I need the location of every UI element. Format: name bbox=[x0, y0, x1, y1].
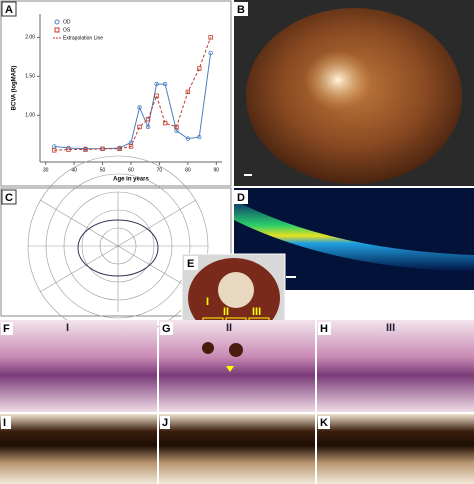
section-label: III bbox=[386, 322, 395, 334]
x-tick-label: 90 bbox=[214, 167, 220, 173]
label-box bbox=[318, 416, 330, 429]
label-box bbox=[318, 322, 331, 335]
point bbox=[100, 146, 105, 151]
chart: 30 40 50 60 70 80 90 1.00 1.50 2.00 Age in years BC… bbox=[12, 14, 222, 183]
point bbox=[66, 147, 71, 152]
arrowhead bbox=[226, 366, 234, 372]
label-box bbox=[184, 256, 198, 270]
section-label: II bbox=[226, 322, 232, 334]
legend-label: Extrapolation Line bbox=[63, 35, 103, 41]
x-tick-label: 60 bbox=[128, 167, 134, 173]
histology-k bbox=[317, 414, 474, 484]
y-tick-label: 2.00 bbox=[25, 35, 35, 41]
point bbox=[137, 124, 142, 130]
point bbox=[145, 124, 151, 130]
point bbox=[154, 81, 159, 87]
label-box bbox=[234, 2, 248, 16]
pigment bbox=[202, 342, 214, 354]
series-line bbox=[54, 37, 212, 151]
oct-layers bbox=[234, 200, 474, 272]
scale-bar bbox=[286, 276, 296, 278]
panel-label: B bbox=[237, 4, 245, 16]
histology-g bbox=[159, 320, 315, 412]
region-label: III bbox=[252, 306, 261, 318]
panel-label: J bbox=[162, 417, 168, 429]
y-tick-label: 1.00 bbox=[25, 113, 35, 119]
point bbox=[197, 134, 202, 140]
legend-marker bbox=[54, 19, 60, 25]
label-box bbox=[160, 416, 170, 429]
point bbox=[162, 120, 168, 126]
legend-label: OD bbox=[63, 19, 71, 25]
label-box bbox=[234, 190, 248, 204]
panel-label: I bbox=[3, 417, 6, 429]
section-label: I bbox=[66, 322, 69, 334]
x-tick-label: 30 bbox=[43, 167, 49, 173]
point bbox=[197, 66, 202, 71]
specimen-disc bbox=[218, 272, 254, 308]
pigment bbox=[229, 343, 243, 357]
label-box bbox=[1, 322, 13, 335]
x-tick-label: 50 bbox=[100, 167, 106, 173]
scale-bar bbox=[244, 174, 252, 176]
x-axis-label: Age in years bbox=[113, 177, 149, 183]
histology-f bbox=[0, 320, 157, 412]
point bbox=[185, 136, 191, 141]
panel-labels: A B C D E I II III F G H I II III I J K bbox=[1, 1, 395, 429]
legend-marker bbox=[54, 27, 60, 33]
region-label: II bbox=[223, 306, 229, 318]
histology-h bbox=[317, 320, 474, 412]
point bbox=[162, 81, 168, 87]
panel-label: H bbox=[320, 323, 328, 335]
point bbox=[154, 93, 159, 98]
point bbox=[185, 89, 191, 95]
x-tick-label: 70 bbox=[157, 167, 163, 173]
point bbox=[52, 148, 57, 153]
point bbox=[137, 105, 142, 110]
point bbox=[117, 146, 122, 151]
x-tick-label: 80 bbox=[185, 167, 191, 173]
panel-label: G bbox=[162, 323, 171, 335]
label-box bbox=[1, 416, 11, 429]
y-axis-label: BCVA (logMAR) bbox=[12, 66, 18, 111]
panel-label: D bbox=[237, 192, 245, 204]
region-label: I bbox=[206, 296, 209, 308]
panel-a bbox=[0, 0, 232, 187]
panel-label: C bbox=[5, 192, 13, 204]
y-tick-label: 1.50 bbox=[25, 74, 35, 80]
histology-j bbox=[159, 414, 315, 484]
histology-i bbox=[0, 414, 157, 484]
point bbox=[208, 35, 213, 40]
panel-label: F bbox=[3, 323, 10, 335]
point bbox=[128, 144, 134, 149]
legend-label: OS bbox=[63, 27, 71, 33]
optic-disc bbox=[304, 50, 372, 110]
label-box bbox=[1, 1, 17, 17]
point bbox=[208, 50, 213, 56]
point bbox=[145, 116, 151, 122]
point bbox=[174, 124, 179, 130]
point bbox=[83, 147, 88, 152]
label-box bbox=[1, 189, 17, 205]
panel-label: E bbox=[187, 258, 194, 270]
x-tick-label: 40 bbox=[71, 167, 77, 173]
panel-label: A bbox=[5, 4, 13, 16]
panel-label: K bbox=[320, 417, 328, 429]
series-line bbox=[54, 52, 212, 150]
visual-field bbox=[27, 155, 209, 337]
label-box bbox=[160, 322, 173, 335]
